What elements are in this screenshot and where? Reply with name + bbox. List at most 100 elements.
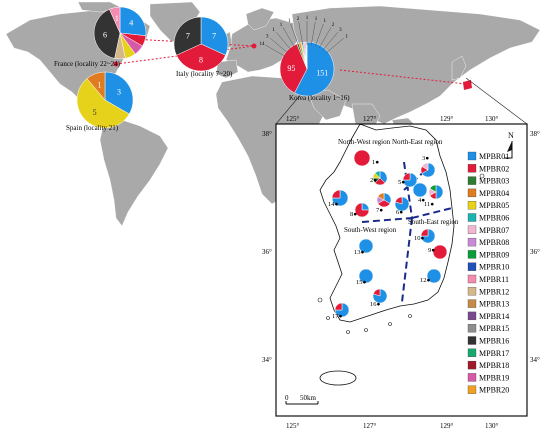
locality-4-slice-MPBR01 (412, 182, 428, 198)
legend-label-MPBR12: MPBR12 (479, 287, 509, 296)
korea-spoke-line (270, 37, 289, 54)
korea-locator-marker (463, 80, 472, 90)
legend-swatch-MPBR20 (467, 385, 477, 394)
locality-17-label: 17● (332, 313, 343, 320)
island (326, 316, 330, 320)
scale-label-50km: 50km (300, 394, 317, 402)
left-tick-36: 36° (262, 248, 272, 256)
region-label-south-west: South-West region (344, 226, 397, 234)
france-pie-label: France (locality 22~24) (54, 60, 121, 68)
korea-spoke-label: 1 (288, 19, 291, 24)
legend-label-MPBR05: MPBR05 (479, 201, 509, 210)
north-arrow-label: N (508, 131, 514, 140)
korea-spoke-label: 2 (332, 23, 335, 28)
italy-pie-slice-MPBR01 (200, 16, 229, 56)
korea-spoke-label: 3 (339, 28, 342, 33)
north-arrow: N (504, 131, 514, 159)
legend-swatch-MPBR06 (467, 213, 477, 222)
legend-swatch-MPBR05 (467, 201, 477, 210)
locality-2-label: 2● (370, 177, 377, 184)
legend-swatch-MPBR01 (467, 151, 477, 161)
legend-label-MPBR09: MPBR09 (479, 250, 509, 259)
italy-pie-slice-MPBR02 (176, 43, 226, 72)
locality-pies: 1● 2● 3● 4● 5● 6● 7● 8● 9●10● 11● 12● 13● 14● 15● 16● 1… (328, 149, 448, 320)
france-pie-slice-MPBR01 (119, 6, 147, 36)
korea-pie-connector (339, 69, 467, 85)
korea-spoke-label: 1 (346, 35, 349, 40)
spain-pie: 3 5 1 (76, 71, 134, 129)
island (408, 314, 412, 318)
locality-11-label: 11● (424, 201, 434, 208)
locality-16-pie (372, 288, 388, 304)
korea-spoke-label: 3 (266, 35, 269, 40)
spain-pie-slice-label: 1 (97, 81, 101, 90)
spain-pie-label: Spain (locality 21) (66, 124, 119, 132)
region-label-north-east: North-East region (392, 138, 443, 146)
landmass-japan (451, 55, 467, 81)
korea-spoke-line (325, 37, 344, 54)
locality-13-pie (358, 238, 374, 254)
legend-swatch-MPBR07 (467, 225, 477, 234)
korea-spoke-label: 1 (324, 19, 327, 24)
france-pie-slice-label: 1 (115, 14, 119, 23)
landmass-iberia (215, 59, 239, 79)
divider-south (401, 217, 413, 303)
korea-spoke-line (265, 44, 287, 58)
legend-label-MPBR06: MPBR06 (479, 214, 509, 223)
island (317, 297, 323, 303)
spain-pie-slice-MPBR04 (86, 71, 106, 101)
locality-5-slice-MPBR02 (402, 172, 411, 181)
locality-12-slice-MPBR01 (426, 268, 442, 284)
korea-spoke-line (322, 32, 339, 51)
locality-9-label: 9● (428, 247, 435, 254)
locality-16-label: 16● (370, 301, 381, 308)
legend-label-MPBR11: MPBR11 (479, 275, 509, 284)
locality-14-slice-MPBR02 (331, 189, 341, 199)
locality-14-pie (331, 189, 349, 207)
bottom-tick-125: 125° (286, 422, 300, 430)
legend-swatch-MPBR11 (467, 274, 477, 284)
locality-10-label: 10● (414, 235, 425, 242)
legend-swatch-MPBR08 (467, 237, 477, 247)
landmass-scandinavia (245, 7, 275, 31)
bottom-tick-129: 129° (440, 422, 454, 430)
legend-swatch-MPBR13 (467, 299, 477, 308)
korea-pie-slice-MPBR02 (279, 43, 308, 94)
korea-spoke-label: 1 (315, 17, 318, 22)
spain-pie-slice-MPBR01 (104, 71, 134, 115)
left-tick-34: 34° (262, 356, 272, 364)
italy-pie-slice-label: 7 (212, 31, 216, 40)
locality-9-pie (432, 244, 448, 260)
korea-spoke-label: 2 (297, 17, 300, 22)
locality-5-pie (402, 172, 418, 188)
italy-pie: 7 8 7 (173, 16, 229, 72)
scale-label-zero: 0 (285, 394, 289, 402)
region-label-south-east: South-East region (408, 218, 459, 226)
spain-pie-slice-MPBR05 (76, 78, 130, 129)
locality-13-slice-MPBR01 (358, 238, 374, 254)
locality-4-pie (412, 182, 428, 198)
spain-pie-slice-label: 3 (117, 88, 121, 97)
locality-12-label: 12● (420, 277, 431, 284)
korea-spoke-label: 1 (306, 16, 309, 21)
island (346, 330, 350, 334)
locality-5-label: 5● (398, 179, 405, 186)
italy-pie-label: Italy (locality 7~20) (176, 70, 233, 78)
right-tick-34: 34° (530, 356, 540, 364)
divider-west (361, 217, 413, 223)
locality-4-label: 4● (418, 197, 425, 204)
island (364, 328, 368, 332)
locality-7-pie (376, 192, 392, 208)
legend-swatch-MPBR18 (467, 360, 477, 370)
legend-swatch-MPBR03 (467, 176, 477, 185)
italy-pie-slice-MPBR16 (173, 16, 202, 56)
locality-9-slice-MPBR02 (432, 244, 448, 260)
locality-13-label: 13● (354, 249, 365, 256)
scale-bar: 0 50km (285, 394, 319, 405)
legend-swatch-MPBR04 (467, 188, 477, 198)
legend-label-MPBR01: MPBR01 (479, 152, 509, 161)
locality-8-label: 8● (350, 211, 357, 218)
locality-17-slice-MPBR02 (334, 302, 343, 311)
